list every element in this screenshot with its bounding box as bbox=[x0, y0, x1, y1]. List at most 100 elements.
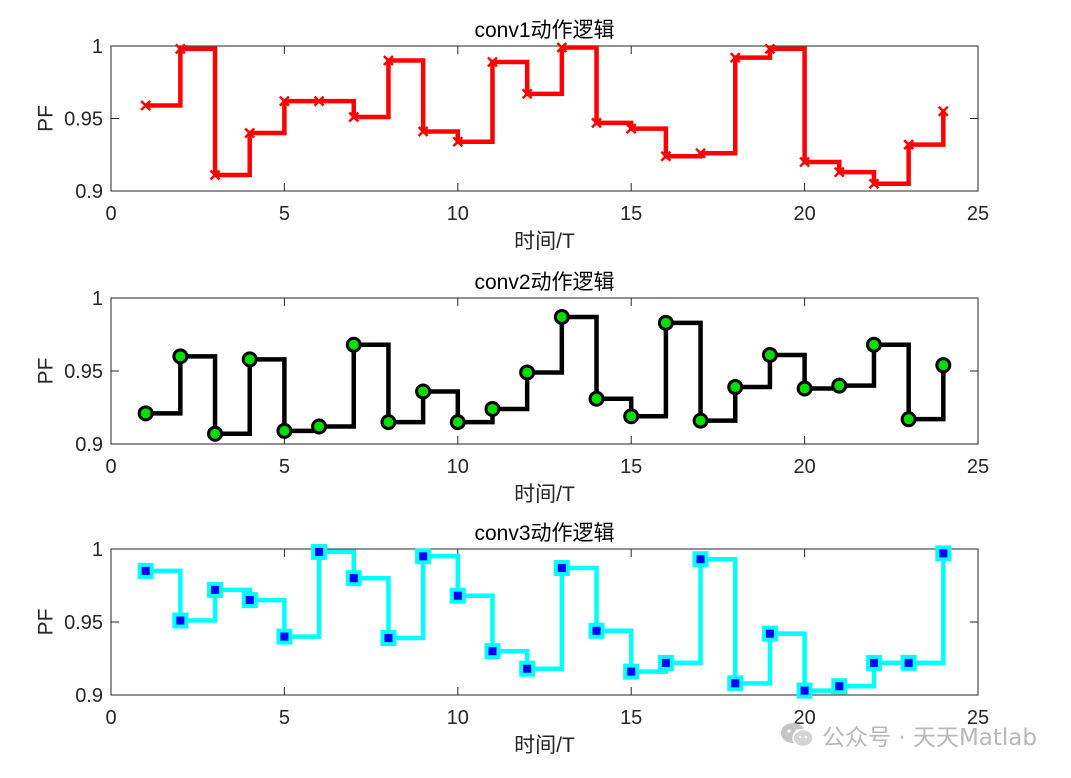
data-point bbox=[449, 587, 466, 604]
chart-title: conv1动作逻辑 bbox=[474, 19, 614, 42]
data-point bbox=[209, 169, 221, 181]
data-point bbox=[868, 178, 880, 190]
x-tick-label: 5 bbox=[279, 456, 290, 478]
x-tick-label: 20 bbox=[793, 707, 815, 729]
y-axis-label: PF bbox=[35, 358, 58, 385]
data-point bbox=[311, 418, 328, 435]
data-point bbox=[380, 630, 397, 647]
data-point bbox=[761, 346, 778, 363]
series-line bbox=[145, 549, 946, 693]
x-tick-label: 25 bbox=[967, 707, 989, 729]
x-axis-label: 时间/T bbox=[514, 734, 575, 757]
axes-box bbox=[110, 45, 979, 192]
data-point bbox=[692, 551, 709, 568]
data-point bbox=[764, 43, 776, 55]
data-point bbox=[519, 660, 536, 677]
data-point bbox=[553, 559, 570, 576]
data-point bbox=[588, 622, 605, 639]
data-point bbox=[276, 628, 293, 645]
data-point bbox=[935, 545, 952, 562]
data-point bbox=[137, 405, 154, 422]
data-point bbox=[660, 150, 672, 162]
data-point bbox=[174, 43, 186, 55]
data-point bbox=[484, 400, 501, 417]
data-point bbox=[692, 412, 709, 429]
y-axis-label: PF bbox=[35, 105, 58, 132]
x-tick-label: 20 bbox=[793, 203, 815, 225]
x-tick-label: 15 bbox=[620, 456, 642, 478]
data-point bbox=[556, 42, 568, 53]
x-tick-label: 15 bbox=[620, 707, 642, 729]
data-point bbox=[417, 126, 429, 137]
data-point bbox=[831, 678, 848, 695]
data-point bbox=[831, 377, 848, 394]
data-point bbox=[172, 612, 189, 629]
data-point bbox=[865, 336, 882, 353]
y-axis-label: PF bbox=[35, 609, 58, 636]
data-point bbox=[657, 654, 674, 671]
data-point bbox=[935, 357, 952, 374]
data-point bbox=[345, 336, 362, 353]
data-point bbox=[345, 570, 362, 587]
x-tick-label: 0 bbox=[105, 203, 116, 225]
watermark-text: 公众号 · 天天Matlab bbox=[822, 725, 1037, 751]
y-tick-label: 0.9 bbox=[75, 181, 103, 203]
x-tick-label: 10 bbox=[447, 203, 469, 225]
data-point bbox=[657, 314, 674, 331]
data-point bbox=[241, 592, 258, 609]
data-point bbox=[415, 548, 432, 565]
data-point bbox=[553, 308, 570, 325]
data-point bbox=[519, 364, 536, 381]
data-point bbox=[449, 414, 466, 431]
x-tick-label: 10 bbox=[447, 707, 469, 729]
data-point bbox=[865, 654, 882, 671]
chart-title: conv2动作逻辑 bbox=[474, 271, 614, 294]
x-tick-label: 0 bbox=[105, 456, 116, 478]
x-tick-label: 5 bbox=[279, 203, 290, 225]
wechat-icon bbox=[781, 723, 814, 748]
data-point bbox=[380, 414, 397, 431]
data-point bbox=[348, 111, 360, 123]
y-tick-label: 1 bbox=[92, 288, 103, 310]
data-point bbox=[588, 390, 605, 407]
data-point bbox=[796, 682, 813, 699]
data-point bbox=[172, 348, 189, 365]
y-tick-label: 0.95 bbox=[64, 109, 103, 131]
data-point bbox=[623, 663, 640, 680]
data-point bbox=[761, 625, 778, 642]
data-point bbox=[903, 139, 915, 150]
data-point bbox=[695, 147, 706, 159]
y-tick-label: 1 bbox=[92, 36, 103, 58]
data-point bbox=[383, 55, 394, 66]
y-tick-label: 1 bbox=[92, 539, 103, 561]
y-tick-label: 0.9 bbox=[75, 434, 103, 456]
data-point bbox=[727, 675, 744, 692]
data-point bbox=[311, 543, 328, 560]
series-line bbox=[145, 45, 946, 186]
data-point bbox=[937, 105, 949, 117]
data-point bbox=[279, 95, 290, 107]
data-point bbox=[241, 351, 258, 368]
y-tick-label: 0.95 bbox=[64, 361, 103, 383]
data-point bbox=[796, 380, 813, 397]
x-tick-label: 25 bbox=[967, 203, 989, 225]
data-point bbox=[625, 123, 637, 135]
data-point bbox=[452, 136, 464, 148]
data-point bbox=[623, 408, 640, 425]
x-tick-label: 10 bbox=[447, 456, 469, 478]
data-point bbox=[799, 156, 810, 168]
data-point bbox=[833, 166, 845, 178]
data-point bbox=[727, 379, 744, 396]
data-point bbox=[484, 643, 501, 660]
data-point bbox=[487, 56, 498, 68]
data-point bbox=[140, 100, 152, 111]
data-point bbox=[313, 95, 325, 107]
data-point bbox=[521, 88, 533, 100]
x-tick-label: 15 bbox=[620, 203, 642, 225]
x-tick-label: 25 bbox=[967, 456, 989, 478]
x-tick-label: 5 bbox=[279, 707, 290, 729]
series-line bbox=[145, 314, 946, 437]
data-point bbox=[207, 581, 224, 598]
